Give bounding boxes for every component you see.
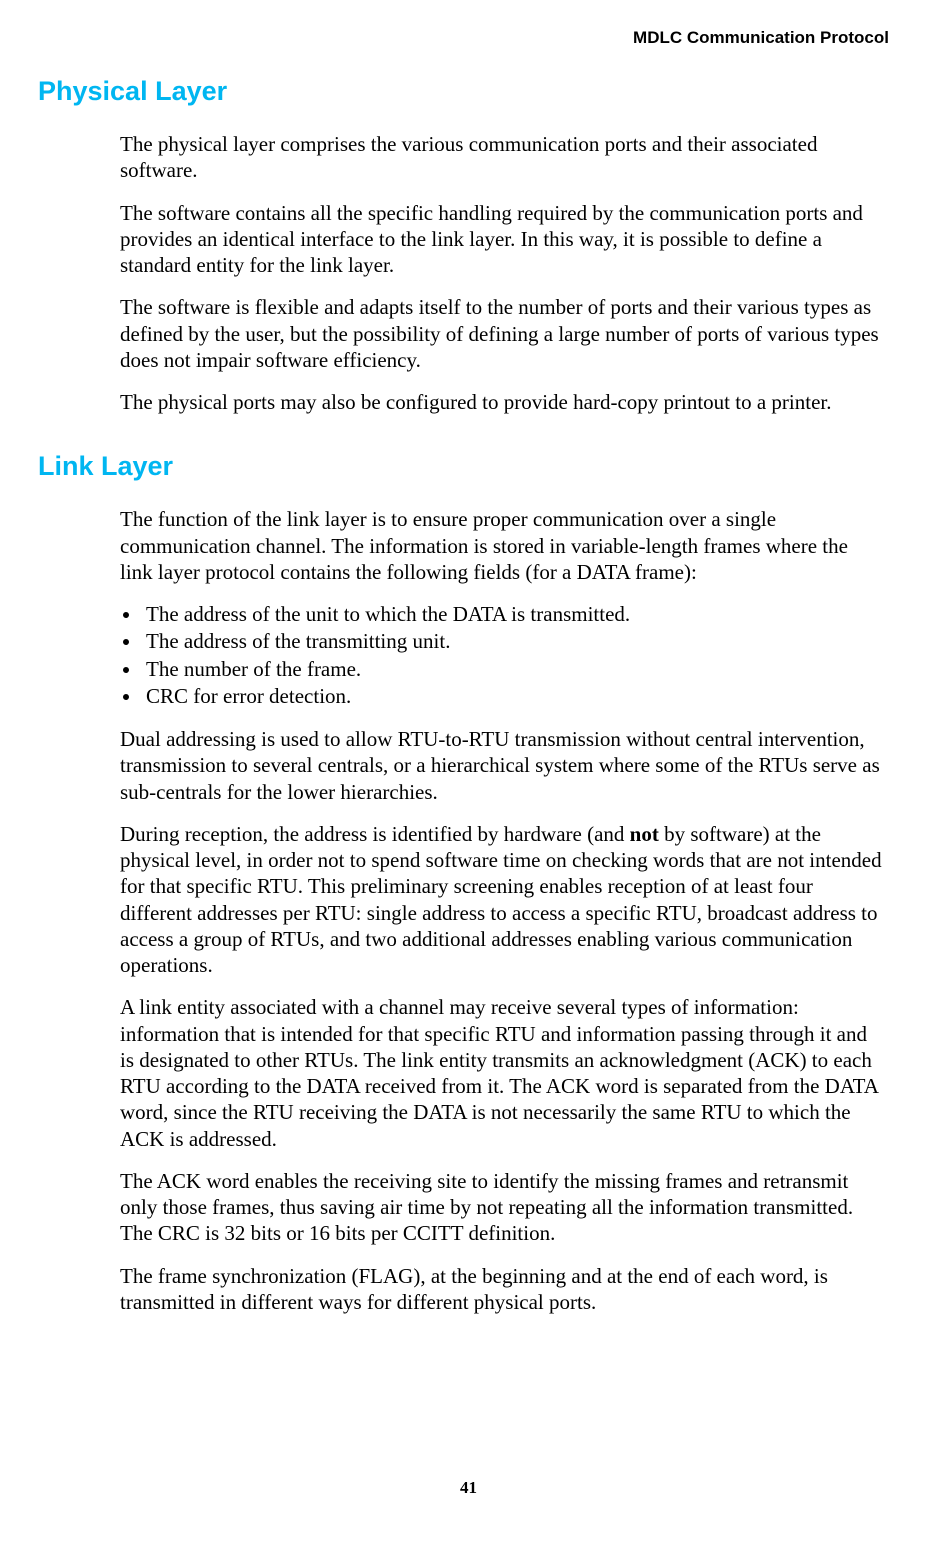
paragraph: The function of the link layer is to ens… — [120, 506, 885, 585]
list-item: The number of the frame. — [142, 656, 885, 683]
heading-physical-layer: Physical Layer — [38, 76, 889, 107]
section-spacer — [38, 431, 889, 451]
bold-text: not — [630, 822, 659, 846]
physical-layer-body: The physical layer comprises the various… — [120, 131, 885, 415]
paragraph: A link entity associated with a channel … — [120, 994, 885, 1152]
paragraph: The frame synchronization (FLAG), at the… — [120, 1263, 885, 1316]
link-layer-body: The function of the link layer is to ens… — [120, 506, 885, 1315]
paragraph: The physical layer comprises the various… — [120, 131, 885, 184]
paragraph: The software is flexible and adapts itse… — [120, 294, 885, 373]
paragraph: The software contains all the specific h… — [120, 200, 885, 279]
bullet-list: The address of the unit to which the DAT… — [142, 601, 885, 710]
paragraph-with-bold: During reception, the address is identif… — [120, 821, 885, 979]
paragraph: The physical ports may also be configure… — [120, 389, 885, 415]
page-container: MDLC Communication Protocol Physical Lay… — [0, 0, 937, 1315]
text-fragment: During reception, the address is identif… — [120, 822, 630, 846]
running-header: MDLC Communication Protocol — [38, 28, 889, 48]
list-item: CRC for error detection. — [142, 683, 885, 710]
list-item: The address of the unit to which the DAT… — [142, 601, 885, 628]
page-number: 41 — [0, 1478, 937, 1498]
paragraph: The ACK word enables the receiving site … — [120, 1168, 885, 1247]
heading-link-layer: Link Layer — [38, 451, 889, 482]
list-item: The address of the transmitting unit. — [142, 628, 885, 655]
paragraph: Dual addressing is used to allow RTU-to-… — [120, 726, 885, 805]
